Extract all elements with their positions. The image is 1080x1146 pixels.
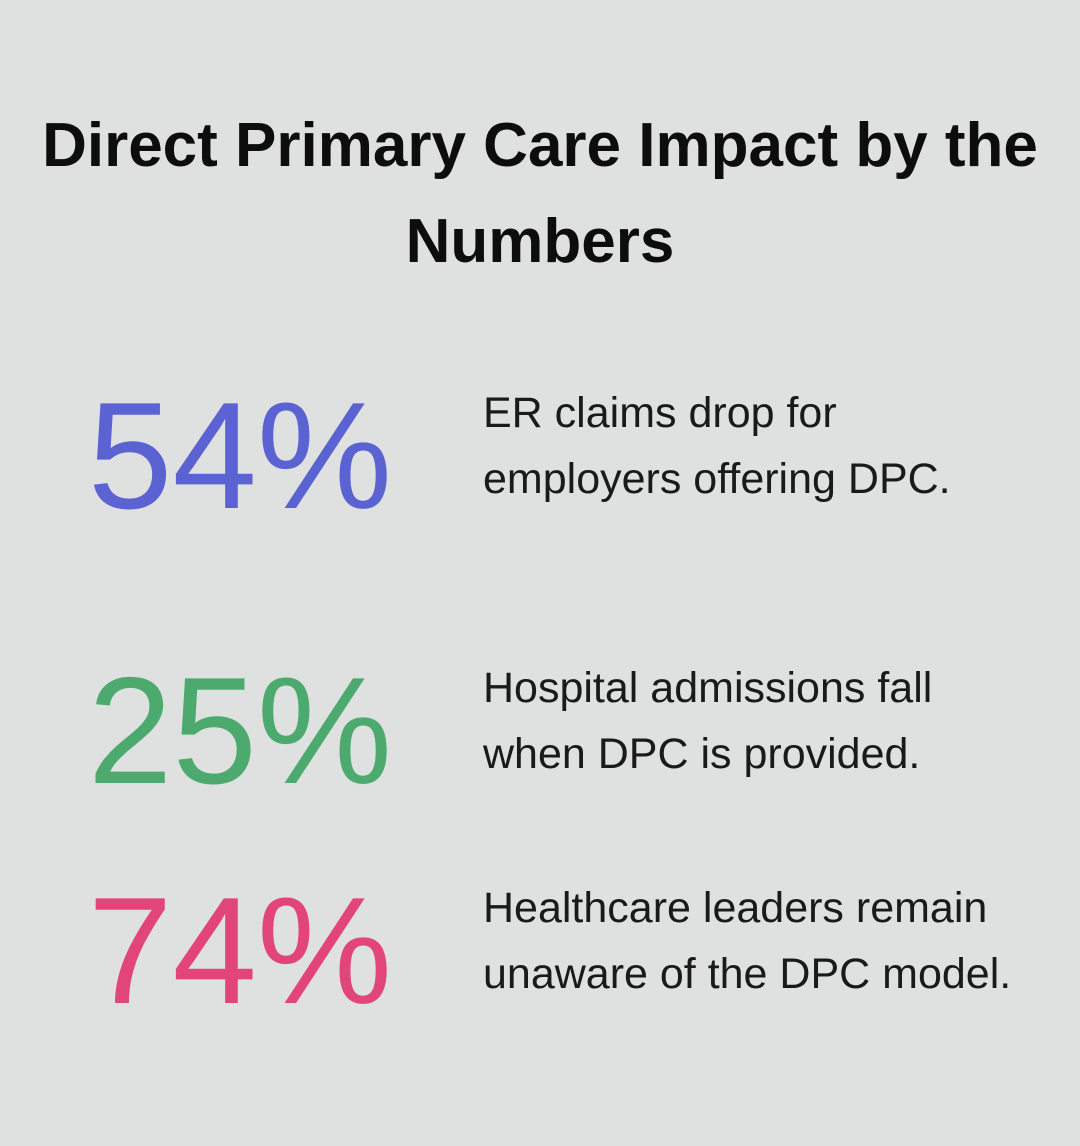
stat-description: ER claims drop for employers offering DP…: [483, 389, 951, 503]
stat-description: Healthcare leaders remain unaware of the…: [483, 884, 1012, 998]
stat-value: 25%: [87, 646, 393, 816]
stat-value: 54%: [87, 371, 393, 541]
stat-row: 74% Healthcare leaders remain unaware of …: [0, 875, 1080, 1095]
stat-value: 74%: [87, 866, 393, 1036]
stat-row: 25% Hospital admissions fall when DPC is …: [0, 655, 1080, 875]
stat-row: 54% ER claims drop for employers offering…: [0, 380, 1080, 600]
title: Direct Primary Care Impact by the Number…: [42, 111, 1038, 276]
stat-description: Hospital admissions fall when DPC is pro…: [483, 664, 933, 778]
